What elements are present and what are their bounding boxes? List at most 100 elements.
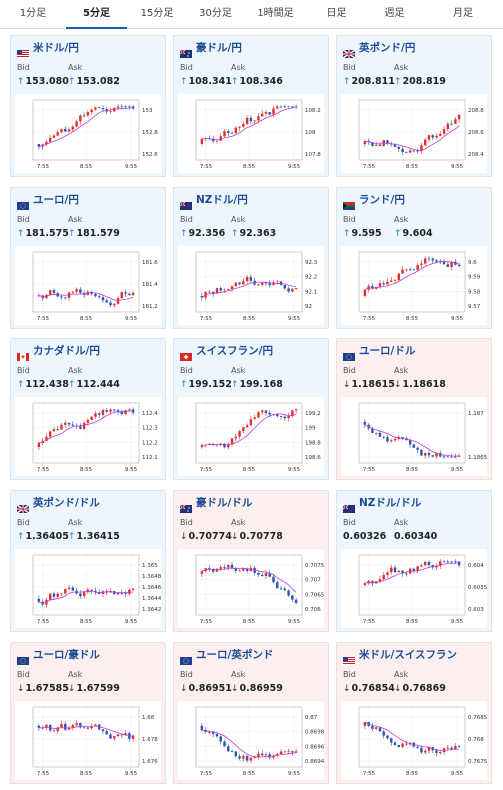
currency-card[interactable]: 英ポンド/円 Bid ↑208.811 Ask ↑208.819 208.8 208.6 20… bbox=[336, 35, 492, 177]
tab-0[interactable]: 1分足 bbox=[19, 8, 47, 19]
candle-body bbox=[215, 288, 219, 294]
chart-thumbnail[interactable]: 0.604 0.6035 0.603 7:55 8:55 9:55 bbox=[341, 549, 487, 628]
candle-body bbox=[264, 410, 268, 413]
y-tick-label: 1.68 bbox=[142, 715, 155, 721]
currency-card[interactable]: 英ポンド/ドル Bid ↑1.36405 Ask ↑1.36415 1.365 1.3648… bbox=[10, 490, 166, 632]
candle-body bbox=[446, 747, 450, 749]
chart-thumbnail[interactable]: 9.6 9.59 9.58 9.57 7:55 8:55 9:55 bbox=[341, 246, 487, 325]
candle-body bbox=[230, 438, 234, 445]
currency-card[interactable]: カナダドル/円 Bid ↑112.438 Ask ↑112.444 112.4 112.3 1… bbox=[10, 338, 166, 480]
pair-title-link[interactable]: ユーロ/円 bbox=[33, 194, 79, 206]
candle-body bbox=[416, 447, 419, 450]
bid-price: 153.080 bbox=[25, 76, 69, 87]
pair-title-link[interactable]: 米ドル/スイスフラン bbox=[359, 649, 458, 661]
tab-1[interactable]: 5分足 bbox=[66, 0, 127, 29]
currency-card[interactable]: ユーロ/英ポンド Bid ↓0.86951 Ask ↓0.86959 0.87 0.8698… bbox=[173, 642, 329, 784]
bid-price: 0.60326 bbox=[343, 531, 387, 542]
bid-value: ↑9.595 bbox=[343, 228, 382, 239]
arrow-down-icon: ↓ bbox=[343, 380, 351, 390]
candle-body bbox=[86, 589, 90, 593]
currency-card[interactable]: ユーロ/ドル Bid ↓1.18615 Ask ↓1.18618 1.187 1.1865 7… bbox=[336, 338, 492, 480]
pair-title-link[interactable]: 英ポンド/ドル bbox=[33, 497, 100, 509]
tab-4[interactable]: 1時間足 bbox=[257, 8, 294, 19]
tab-7[interactable]: 月足 bbox=[453, 8, 473, 19]
y-tick-label: 153 bbox=[142, 108, 153, 114]
chart-thumbnail[interactable]: 1.68 1.678 1.676 7:55 8:55 9:55 bbox=[15, 701, 161, 780]
candle-body bbox=[454, 456, 457, 458]
currency-card[interactable]: 豪ドル/円 Bid ↑108.341 Ask ↑108.346 108.2 108 107.8… bbox=[173, 35, 329, 177]
moving-average-line bbox=[364, 125, 460, 151]
chart-thumbnail[interactable]: 0.87 0.8698 0.8696 0.8694 7:55 8:55 9:55 bbox=[178, 701, 324, 780]
candle-body bbox=[405, 152, 408, 153]
pair-title-link[interactable]: ユーロ/豪ドル bbox=[33, 649, 100, 661]
moving-average-line bbox=[38, 590, 134, 604]
tab-6[interactable]: 週足 bbox=[384, 8, 405, 19]
chart-thumbnail[interactable]: 0.7075 0.707 0.7065 0.706 7:55 8:55 9:55 bbox=[178, 549, 324, 628]
candle-body bbox=[371, 285, 374, 289]
pair-title-link[interactable]: 豪ドル/ドル bbox=[196, 497, 253, 509]
currency-card[interactable]: 米ドル/スイスフラン Bid ↓0.76854 Ask ↓0.76869 0.7685 0.… bbox=[336, 642, 492, 784]
pair-title-link[interactable]: 豪ドル/円 bbox=[196, 42, 242, 54]
arrow-down-icon: ↓ bbox=[17, 684, 25, 694]
bid-price: 9.595 bbox=[351, 228, 382, 239]
tab-5[interactable]: 日足 bbox=[326, 8, 347, 19]
arrow-down-icon: ↓ bbox=[180, 532, 188, 542]
chart-thumbnail[interactable]: 108.2 108 107.8 7:55 8:55 9:55 bbox=[178, 94, 324, 173]
candle-body bbox=[71, 291, 75, 293]
arrow-up-icon: ↑ bbox=[68, 77, 76, 87]
pair-title-link[interactable]: 米ドル/円 bbox=[33, 42, 79, 54]
chart-thumbnail[interactable]: 1.187 1.1865 7:55 8:55 9:55 bbox=[341, 397, 487, 476]
ask-price: 208.819 bbox=[402, 76, 446, 87]
pair-title-link[interactable]: カナダドル/円 bbox=[33, 345, 100, 357]
ask-price: 108.346 bbox=[239, 76, 283, 87]
chart-thumbnail[interactable]: 208.8 208.6 208.4 7:55 8:55 9:55 bbox=[341, 94, 487, 173]
currency-card[interactable]: NZドル/円 Bid ↑92.356 Ask ↑92.363 92.3 92.2 92.1 92… bbox=[173, 187, 329, 329]
bid-value: ↑199.152 bbox=[180, 379, 232, 390]
candle-body bbox=[234, 127, 238, 134]
currency-card[interactable]: 豪ドル/ドル Bid ↓0.70774 Ask ↓0.70778 0.7075 0.707 0… bbox=[173, 490, 329, 632]
currency-card[interactable]: ユーロ/円 Bid ↑181.575 Ask ↑181.579 181.6 181.4 181… bbox=[10, 187, 166, 329]
chart-thumbnail[interactable]: 1.365 1.3648 1.3646 1.3644 1.3642 7:55 8:55 9:5… bbox=[15, 549, 161, 628]
pair-title-link[interactable]: 英ポンド/円 bbox=[359, 42, 416, 54]
chart-thumbnail[interactable]: 92.3 92.2 92.1 92 7:55 8:55 9:55 bbox=[178, 246, 324, 325]
candle-body bbox=[113, 736, 116, 739]
y-tick-label: 1.676 bbox=[142, 759, 158, 765]
candle-body bbox=[401, 148, 404, 153]
currency-card[interactable]: 米ドル/円 Bid ↑153.080 Ask ↑153.082 153 152.8 152.6… bbox=[10, 35, 166, 177]
pair-title-link[interactable]: ランド/円 bbox=[359, 194, 405, 206]
currency-card[interactable]: NZドル/ドル Bid 0.60326 Ask 0.60340 0.604 0.6035 0.… bbox=[336, 490, 492, 632]
candle-body bbox=[374, 144, 378, 146]
pair-title-link[interactable]: スイスフラン/円 bbox=[196, 345, 274, 357]
candle-body bbox=[227, 289, 230, 290]
bid-label: Bid bbox=[343, 63, 356, 72]
y-tick-label: 0.7075 bbox=[305, 563, 324, 569]
tab-2[interactable]: 15分足 bbox=[140, 8, 174, 19]
chart-thumbnail[interactable]: 181.6 181.4 181.2 7:55 8:55 9:55 bbox=[15, 246, 161, 325]
tab-3[interactable]: 30分足 bbox=[199, 8, 232, 19]
candle-body bbox=[408, 269, 412, 271]
currency-card[interactable]: ユーロ/豪ドル Bid ↓1.67585 Ask ↓1.67599 1.68 1.678 1.… bbox=[10, 642, 166, 784]
pair-title-link[interactable]: NZドル/円 bbox=[196, 194, 248, 206]
candle-body bbox=[238, 431, 241, 437]
currency-card[interactable]: スイスフラン/円 Bid ↑199.152 Ask ↑199.168 199.2 199 19… bbox=[173, 338, 329, 480]
candle-body bbox=[264, 112, 268, 114]
moving-average-line bbox=[201, 281, 297, 298]
pair-title-link[interactable]: NZドル/ドル bbox=[359, 497, 422, 509]
candle-body bbox=[393, 144, 397, 147]
pair-title-link[interactable]: ユーロ/ドル bbox=[359, 345, 416, 357]
candle-body bbox=[408, 440, 412, 445]
chart-thumbnail[interactable]: 0.7685 0.768 0.7675 7:55 8:55 9:55 bbox=[341, 701, 487, 780]
bid-label: Bid bbox=[343, 215, 356, 224]
chart-thumbnail[interactable]: 112.4 112.3 112.2 112.1 7:55 8:55 9:55 bbox=[15, 397, 161, 476]
chart-thumbnail[interactable]: 199.2 199 198.8 198.6 7:55 8:55 9:55 bbox=[178, 397, 324, 476]
price-chart: 92.3 92.2 92.1 92 7:55 8:55 9:55 bbox=[195, 251, 318, 322]
candle-body bbox=[253, 417, 256, 420]
candle-body bbox=[435, 565, 438, 568]
candle-body bbox=[208, 291, 211, 293]
candle-body bbox=[450, 747, 453, 750]
chart-thumbnail[interactable]: 153 152.8 152.6 7:55 8:55 9:55 bbox=[15, 94, 161, 173]
currency-card[interactable]: ランド/円 Bid ↑9.595 Ask ↑9.604 9.6 9.59 9.58 9.57 7:… bbox=[336, 187, 492, 329]
candle-body bbox=[435, 260, 438, 262]
ask-label: Ask bbox=[231, 518, 246, 527]
pair-title-link[interactable]: ユーロ/英ポンド bbox=[196, 649, 274, 661]
